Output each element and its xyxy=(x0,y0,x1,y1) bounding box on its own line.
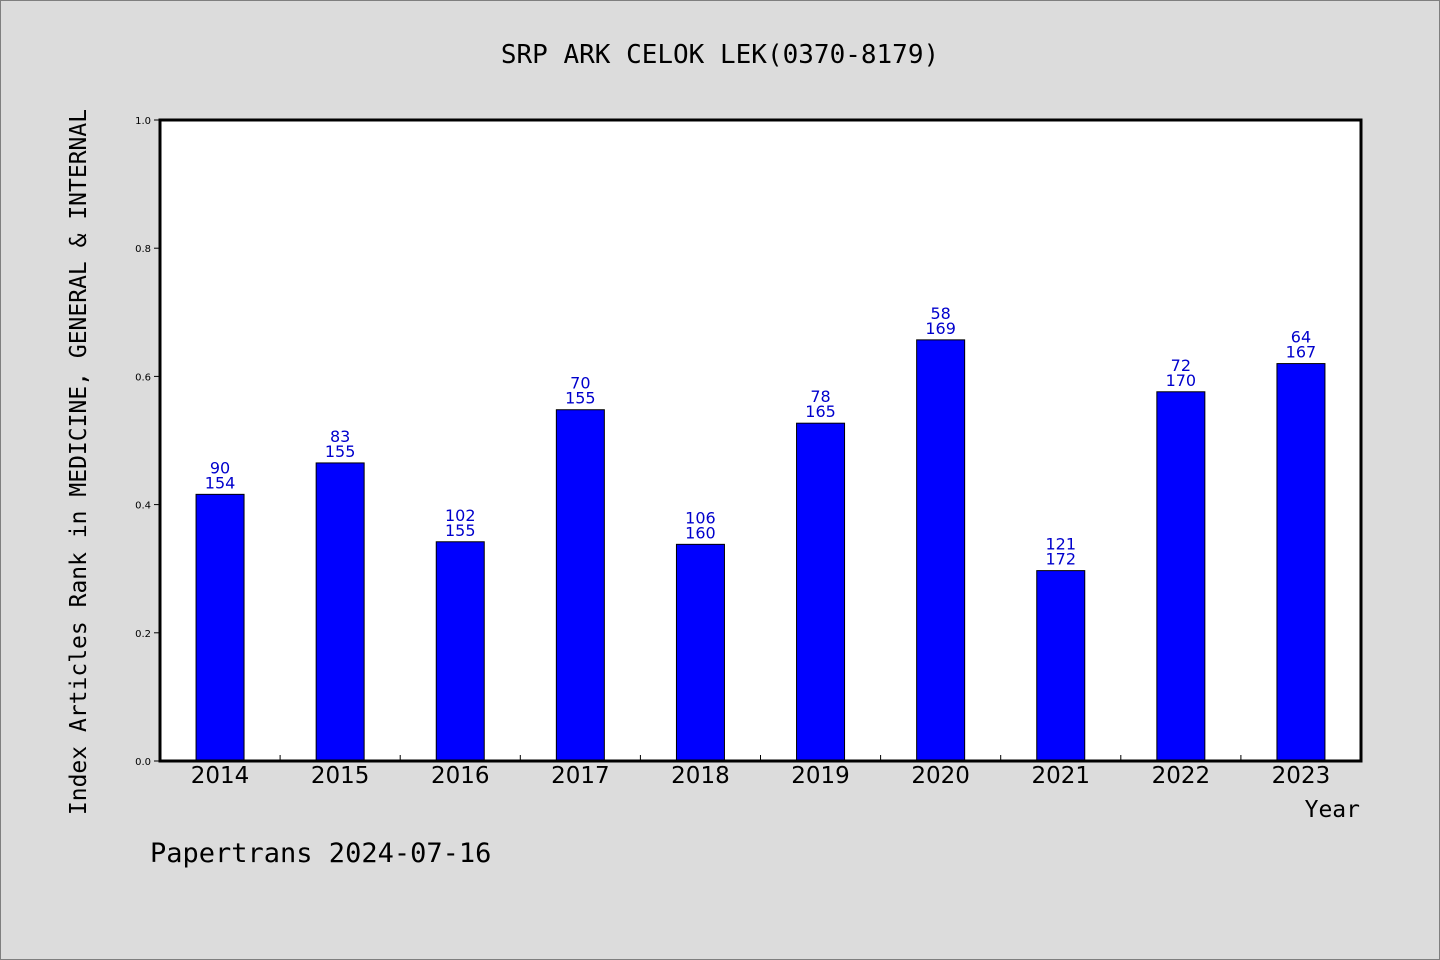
data-label-total: 165 xyxy=(805,402,836,421)
data-label-rank: 83 xyxy=(330,427,350,446)
data-label-total: 160 xyxy=(685,523,716,542)
x-axis-label: Year xyxy=(1305,797,1360,823)
data-label-rank: 90 xyxy=(210,458,230,477)
x-tick-label: 2021 xyxy=(1031,763,1090,789)
y-tick-label: 1.0 xyxy=(135,116,151,127)
y-tick-label: 0.2 xyxy=(135,629,151,640)
footer-credit: Papertrans 2024-07-16 xyxy=(150,838,491,869)
plot-border xyxy=(158,118,1363,763)
data-label-rank: 106 xyxy=(685,508,716,527)
x-tick-label: 2015 xyxy=(311,763,370,789)
bar xyxy=(195,493,245,762)
data-labels-layer: 9015483155102155701551061607816558169121… xyxy=(205,304,1316,569)
bar xyxy=(916,339,966,762)
x-tick-label: 2018 xyxy=(671,763,730,789)
data-label-total: 155 xyxy=(565,389,596,408)
data-label-total: 170 xyxy=(1166,371,1197,390)
bar xyxy=(1156,391,1206,762)
bar xyxy=(1036,570,1086,762)
x-tick-label: 2016 xyxy=(431,763,490,789)
data-label-rank: 102 xyxy=(445,506,476,525)
x-tick-label: 2014 xyxy=(191,763,250,789)
data-label-rank: 121 xyxy=(1045,535,1076,554)
bar xyxy=(1276,363,1326,762)
bar xyxy=(315,462,365,762)
data-label-total: 154 xyxy=(205,473,236,492)
y-tick-label: 0.8 xyxy=(135,244,151,255)
data-label-total: 155 xyxy=(445,521,476,540)
y-tick-label: 0.4 xyxy=(135,501,151,512)
bar xyxy=(675,543,725,762)
data-label-total: 169 xyxy=(925,319,956,338)
x-tick-label: 2020 xyxy=(911,763,970,789)
y-tick-label: 0.6 xyxy=(135,372,151,383)
bar xyxy=(555,409,605,762)
x-tick-label: 2023 xyxy=(1272,763,1331,789)
data-label-rank: 78 xyxy=(810,387,830,406)
x-tick-label: 2017 xyxy=(551,763,610,789)
data-label-rank: 58 xyxy=(930,304,950,323)
x-tick-label: 2022 xyxy=(1152,763,1211,789)
data-label-total: 167 xyxy=(1286,343,1317,362)
y-axis-ticks: 0.0 0.2 0.4 0.6 0.8 1.0 xyxy=(135,116,160,768)
x-tick-label: 2019 xyxy=(791,763,850,789)
data-label-rank: 64 xyxy=(1291,328,1311,347)
y-axis-label: Index Articles Rank in MEDICINE, GENERAL… xyxy=(66,109,92,815)
x-axis-ticks: 2014 2015 2016 2017 2018 2019 2020 2021 2022 2023 xyxy=(191,755,1330,789)
data-label-rank: 72 xyxy=(1171,356,1191,375)
data-label-rank: 70 xyxy=(570,374,590,393)
data-label-total: 155 xyxy=(325,442,356,461)
chart-title: SRP ARK CELOK LEK(0370-8179) xyxy=(501,40,939,70)
bars-layer xyxy=(195,339,1326,762)
y-tick-label: 0.0 xyxy=(135,757,151,768)
bar xyxy=(796,422,846,762)
bar xyxy=(435,541,485,762)
data-label-total: 172 xyxy=(1045,550,1076,569)
